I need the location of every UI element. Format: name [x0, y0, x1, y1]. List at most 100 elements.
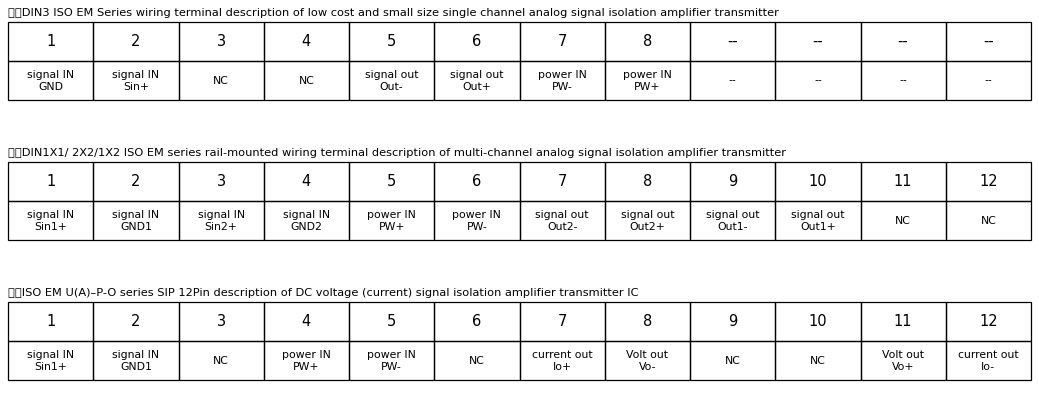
Text: 6: 6	[473, 174, 481, 189]
Text: current out
Io+: current out Io+	[532, 349, 592, 372]
Text: --: --	[814, 76, 822, 86]
Bar	[349, 201, 434, 240]
Text: 7: 7	[558, 314, 567, 329]
Text: signal out
Out1+: signal out Out1+	[791, 210, 845, 231]
Text: current out
Io-: current out Io-	[958, 349, 1018, 372]
Text: NC: NC	[896, 215, 911, 226]
Text: NC: NC	[469, 355, 485, 365]
Bar	[605, 201, 690, 240]
Bar	[349, 302, 434, 341]
Text: 5: 5	[387, 174, 396, 189]
Text: Volt out
Vo-: Volt out Vo-	[627, 349, 668, 372]
Bar	[434, 302, 520, 341]
Bar	[94, 302, 179, 341]
Bar	[434, 22, 520, 61]
Bar	[860, 22, 945, 61]
Text: 10: 10	[808, 314, 827, 329]
Text: --: --	[985, 76, 992, 86]
Text: 2: 2	[131, 34, 140, 49]
Bar	[860, 162, 945, 201]
Bar	[349, 61, 434, 100]
Text: 1: 1	[46, 174, 55, 189]
Text: signal out
Out2-: signal out Out2-	[535, 210, 589, 231]
Text: power IN
PW+: power IN PW+	[367, 210, 416, 231]
Bar	[94, 22, 179, 61]
Bar	[775, 162, 860, 201]
Text: --: --	[899, 76, 907, 86]
Bar	[179, 162, 264, 201]
Bar	[945, 162, 1031, 201]
Bar	[945, 201, 1031, 240]
Text: signal IN
GND1: signal IN GND1	[112, 210, 159, 231]
Text: 10: 10	[808, 174, 827, 189]
Text: NC: NC	[213, 76, 229, 86]
Text: 1: 1	[46, 314, 55, 329]
Bar	[8, 302, 94, 341]
Bar	[690, 162, 775, 201]
Text: 11: 11	[894, 314, 912, 329]
Bar	[860, 341, 945, 380]
Bar	[860, 201, 945, 240]
Text: power IN
PW-: power IN PW-	[452, 210, 501, 231]
Bar	[520, 162, 605, 201]
Text: NC: NC	[981, 215, 996, 226]
Text: NC: NC	[213, 355, 229, 365]
Text: 5: 5	[387, 314, 396, 329]
Bar	[520, 61, 605, 100]
Bar	[349, 162, 434, 201]
Bar	[349, 22, 434, 61]
Text: signal IN
Sin2+: signal IN Sin2+	[197, 210, 245, 231]
Bar	[434, 341, 520, 380]
Text: 9: 9	[728, 314, 738, 329]
Text: power IN
PW-: power IN PW-	[367, 349, 416, 372]
Bar	[264, 61, 349, 100]
Text: 2: 2	[131, 174, 140, 189]
Text: signal IN
Sin+: signal IN Sin+	[112, 69, 159, 92]
Bar	[520, 341, 605, 380]
Text: 6: 6	[473, 314, 481, 329]
Bar	[945, 341, 1031, 380]
Text: 6: 6	[473, 34, 481, 49]
Bar	[264, 201, 349, 240]
Bar	[179, 302, 264, 341]
Bar	[94, 61, 179, 100]
Bar	[775, 302, 860, 341]
Text: 7: 7	[558, 34, 567, 49]
Text: 5: 5	[387, 34, 396, 49]
Bar	[179, 201, 264, 240]
Text: --: --	[812, 34, 823, 49]
Text: 1: 1	[46, 34, 55, 49]
Text: signal out
Out-: signal out Out-	[365, 69, 419, 92]
Text: NC: NC	[298, 76, 315, 86]
Text: 12: 12	[979, 314, 997, 329]
Text: 8: 8	[643, 174, 652, 189]
Bar	[945, 22, 1031, 61]
Bar	[94, 341, 179, 380]
Text: signal IN
GND1: signal IN GND1	[112, 349, 159, 372]
Bar	[860, 61, 945, 100]
Bar	[434, 61, 520, 100]
Text: 11: 11	[894, 174, 912, 189]
Text: 3: 3	[216, 314, 225, 329]
Text: signal out
Out1-: signal out Out1-	[705, 210, 760, 231]
Text: power IN
PW+: power IN PW+	[623, 69, 672, 92]
Text: --: --	[728, 76, 737, 86]
Text: signal out
Out2+: signal out Out2+	[620, 210, 674, 231]
Text: --: --	[898, 34, 908, 49]
Bar	[94, 201, 179, 240]
Bar	[434, 162, 520, 201]
Text: 4: 4	[301, 314, 311, 329]
Bar	[264, 341, 349, 380]
Text: signal IN
Sin1+: signal IN Sin1+	[27, 210, 74, 231]
Text: signal out
Out+: signal out Out+	[450, 69, 504, 92]
Text: power IN
PW-: power IN PW-	[538, 69, 587, 92]
Bar	[179, 22, 264, 61]
Bar	[690, 61, 775, 100]
Bar	[605, 341, 690, 380]
Bar	[520, 22, 605, 61]
Text: signal IN
Sin1+: signal IN Sin1+	[27, 349, 74, 372]
Text: Volt out
Vo+: Volt out Vo+	[882, 349, 924, 372]
Bar	[605, 61, 690, 100]
Text: signal IN
GND: signal IN GND	[27, 69, 74, 92]
Bar	[264, 162, 349, 201]
